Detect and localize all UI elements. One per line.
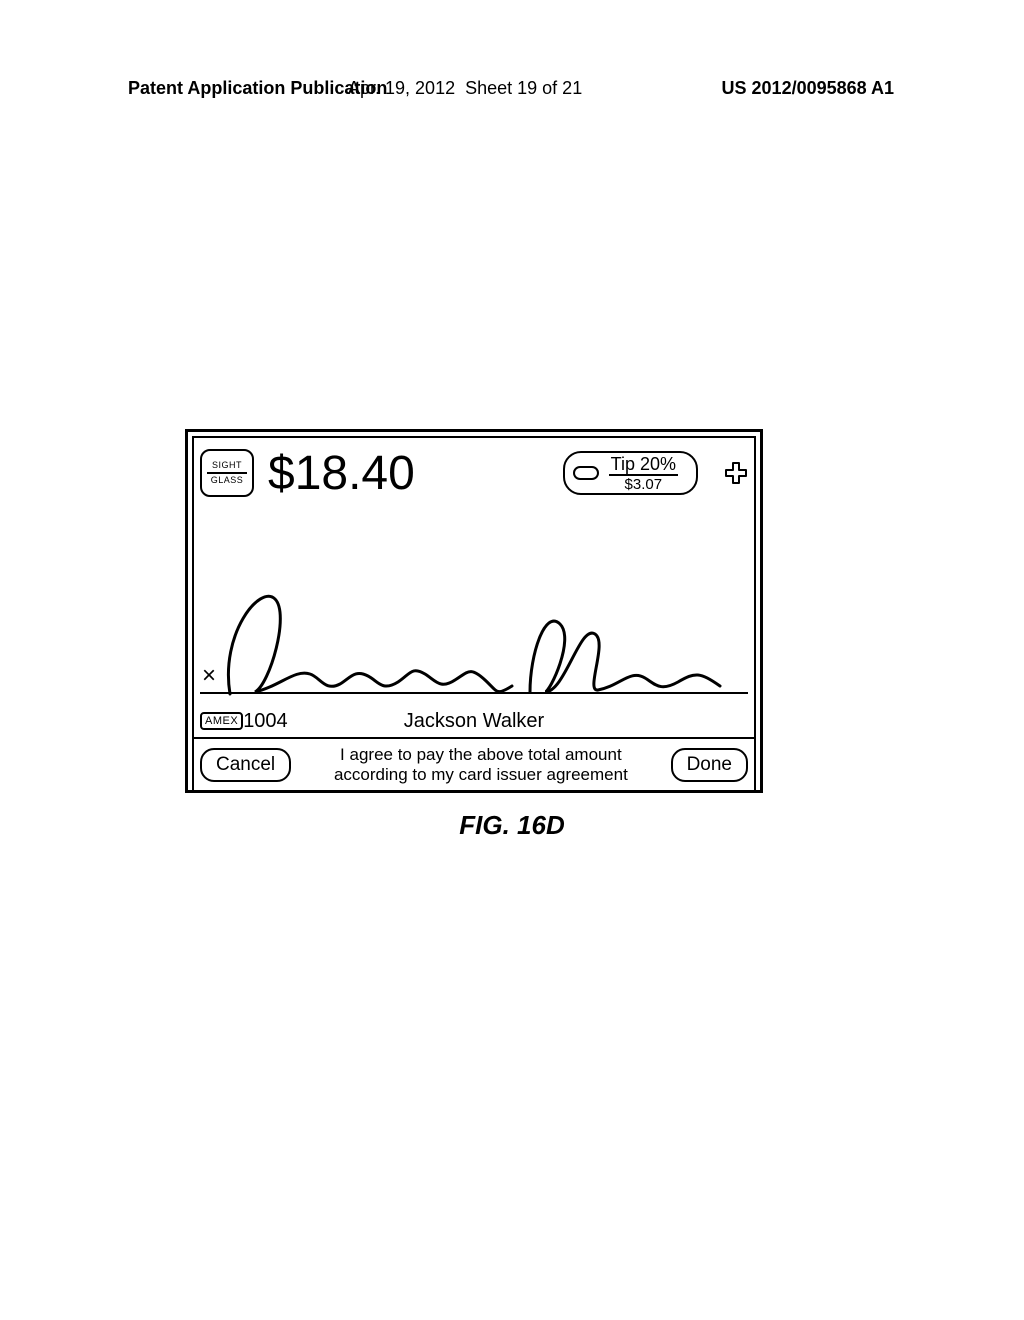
top-row: SIGHT GLASS $18.40 Tip 20% $3.07 (200, 443, 748, 503)
tip-control[interactable]: Tip 20% $3.07 (563, 451, 698, 495)
total-amount: $18.40 (268, 446, 415, 501)
figure-label: FIG. 16D (0, 810, 1024, 841)
done-button[interactable]: Done (671, 748, 748, 782)
merchant-logo-divider (207, 472, 247, 474)
header-sheet: Sheet 19 of 21 (465, 78, 582, 98)
bottom-row: Cancel I agree to pay the above total am… (200, 743, 748, 787)
patent-page: Patent Application Publication Apr. 19, … (0, 0, 1024, 1320)
tip-amount-label: $3.07 (609, 476, 678, 492)
tip-increase-button[interactable] (724, 461, 748, 485)
header-date-sheet: Apr. 19, 2012 Sheet 19 of 21 (348, 78, 582, 99)
card-last4: 1004 (243, 710, 288, 733)
plus-icon (724, 461, 748, 485)
signature-area[interactable]: × (200, 574, 748, 704)
merchant-name-line2: GLASS (211, 476, 244, 485)
signature-x-mark: × (202, 662, 216, 690)
card-brand-badge: AMEX (200, 712, 243, 730)
card-info-row: AMEX 1004 Jackson Walker (200, 707, 748, 735)
tip-display: Tip 20% $3.07 (609, 455, 678, 492)
signature-stroke (200, 574, 748, 704)
signature-baseline (200, 692, 748, 694)
tip-decrease-button[interactable] (573, 466, 599, 480)
tip-percent-label: Tip 20% (609, 455, 678, 476)
payment-screen: SIGHT GLASS $18.40 Tip 20% $3.07 (185, 429, 763, 793)
agreement-line2: according to my card issuer agreement (334, 765, 628, 784)
bottom-divider (194, 737, 754, 739)
cancel-button[interactable]: Cancel (200, 748, 291, 782)
merchant-name-line1: SIGHT (212, 461, 242, 470)
cardholder-name: Jackson Walker (404, 710, 544, 733)
agreement-text: I agree to pay the above total amount ac… (291, 745, 670, 784)
agreement-line1: I agree to pay the above total amount (340, 745, 622, 764)
header-pub-number: US 2012/0095868 A1 (722, 78, 894, 99)
header-date: Apr. 19, 2012 (348, 78, 455, 98)
merchant-logo: SIGHT GLASS (200, 449, 254, 497)
